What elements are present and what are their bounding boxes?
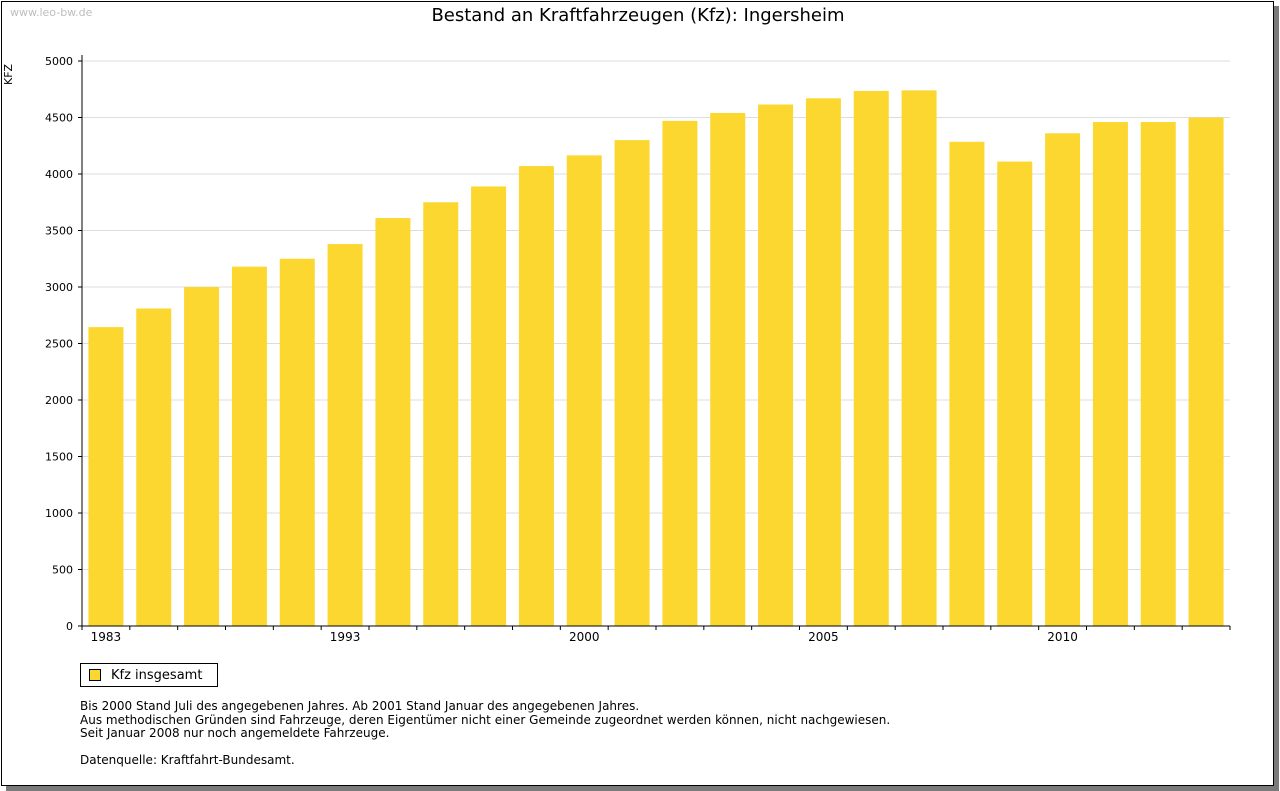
- data-source: Datenquelle: Kraftfahrt-Bundesamt.: [80, 753, 295, 767]
- bar: [136, 308, 172, 626]
- bar: [279, 258, 315, 626]
- bar: [566, 155, 602, 627]
- bar: [231, 266, 267, 626]
- footnotes: Bis 2000 Stand Juli des angegebenen Jahr…: [80, 699, 891, 741]
- watermark: www.leo-bw.de: [10, 6, 93, 19]
- x-tick-label: 2010: [1047, 630, 1078, 644]
- y-tick-label: 4500: [45, 112, 73, 125]
- y-tick-label: 0: [66, 620, 73, 633]
- bar: [1140, 122, 1176, 627]
- x-tick-label: 2005: [808, 630, 839, 644]
- x-tick-label: 1983: [91, 630, 122, 644]
- bar: [949, 141, 985, 627]
- legend-label: Kfz insgesamt: [111, 667, 203, 683]
- bar: [518, 166, 554, 626]
- y-tick-label: 5000: [45, 55, 73, 68]
- bar: [853, 90, 889, 626]
- bar: [710, 112, 746, 627]
- bar: [662, 120, 698, 626]
- chart-title: Bestand an Kraftfahrzeugen (Kfz): Ingers…: [431, 5, 845, 26]
- y-tick-label: 2500: [45, 338, 73, 351]
- bar: [327, 244, 363, 626]
- y-tick-label: 1000: [45, 507, 73, 520]
- bar: [1045, 133, 1081, 626]
- bar: [901, 90, 937, 626]
- y-tick-label: 1500: [45, 451, 73, 464]
- x-tick-label: 1993: [330, 630, 361, 644]
- bar: [375, 218, 411, 626]
- bar: [423, 202, 459, 626]
- legend-swatch: [89, 669, 101, 681]
- y-tick-label: 3000: [45, 281, 73, 294]
- footnote-1: Bis 2000 Stand Juli des angegebenen Jahr…: [80, 699, 640, 713]
- x-tick-label: 2000: [569, 630, 600, 644]
- y-tick-label: 4000: [45, 168, 73, 181]
- bar: [614, 140, 650, 626]
- bar: [997, 161, 1033, 626]
- y-tick-label: 500: [52, 564, 73, 577]
- footnote-3: Seit Januar 2008 nur noch angemeldete Fa…: [80, 726, 390, 740]
- bar: [184, 287, 220, 626]
- bar: [88, 327, 124, 626]
- legend: Kfz insgesamt: [80, 663, 218, 687]
- bar: [1092, 122, 1128, 627]
- bar: [471, 186, 507, 626]
- bar: [805, 98, 841, 627]
- bar-chart: 0 500 1000 1500 2000 2500 3000 3500 4000 4500 5000…: [45, 55, 1231, 644]
- bar: [1188, 117, 1224, 626]
- footnote-2: Aus methodischen Gründen sind Fahrzeuge,…: [80, 712, 891, 727]
- bar: [758, 104, 794, 626]
- y-tick-label: 2000: [45, 394, 73, 407]
- y-tick-label: 3500: [45, 225, 73, 238]
